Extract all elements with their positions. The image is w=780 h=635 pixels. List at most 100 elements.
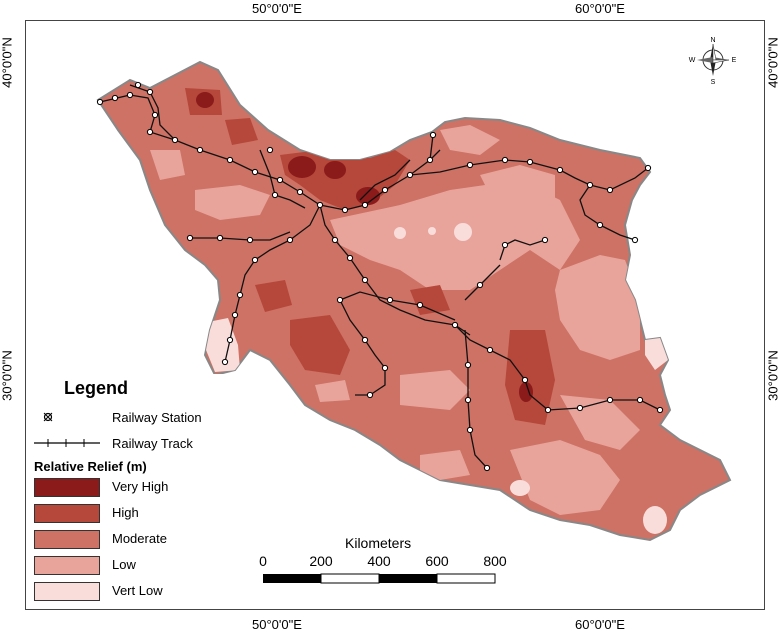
left-coord-label: 40°0'0"N: [0, 37, 15, 88]
legend-swatch: [34, 556, 100, 575]
relief-zone-high: [255, 280, 292, 312]
railway-station-icon: [631, 236, 639, 244]
railway-station-icon: [596, 221, 604, 229]
legend-track-label: Railway Track: [112, 436, 193, 451]
railway-station-icon: [464, 361, 472, 369]
railway-track: [454, 324, 661, 411]
railway-station-icon: [361, 276, 369, 284]
railway-station-icon: [636, 396, 644, 404]
bottom-coord-label: 50°0'0"E: [252, 617, 302, 632]
railway-station-icon: [486, 346, 494, 354]
compass-n: N: [710, 37, 715, 44]
legend-class-label: Very High: [112, 479, 169, 494]
railway-station-icon: [426, 156, 434, 164]
railway-track: [499, 239, 546, 261]
railway-station-icon: [483, 464, 491, 472]
railway-station-icon: [271, 191, 279, 199]
scale-title: Kilometers: [345, 535, 412, 551]
railway-station-icon: [126, 91, 134, 99]
legend-symbols: [34, 412, 100, 447]
railway-station-icon: [151, 111, 159, 119]
relief-zone-high: [225, 118, 258, 145]
relief-zone-very-low: [510, 480, 530, 496]
railway-track: [359, 159, 411, 201]
relief-zone-high: [505, 330, 555, 425]
railway-station-icon: [336, 296, 344, 304]
country-shape: [96, 60, 732, 542]
legend-station-label: Railway Station: [112, 410, 202, 425]
compass-rose-icon: N S E W: [689, 37, 737, 86]
railway-track: [429, 134, 434, 161]
railway-station-icon: [236, 291, 244, 299]
railway-station-icon: [476, 281, 484, 289]
railway-station-icon: [231, 311, 239, 319]
railway-station-icon: [429, 131, 437, 139]
railway-station-icon: [606, 396, 614, 404]
left-coord-label: 30°0'0"N: [0, 350, 15, 401]
railway-station-icon: [386, 296, 394, 304]
legend-swatch: [34, 478, 100, 497]
railway-track: [464, 329, 488, 469]
railway-station-icon: [216, 234, 224, 242]
relief-zone-very-high: [196, 92, 214, 108]
railway-station-icon: [186, 234, 194, 242]
relief-zone-low: [400, 370, 470, 410]
relief-zone-high: [290, 315, 350, 375]
railway-station-icon: [381, 364, 389, 372]
relief-zone-very-high: [356, 187, 380, 205]
railway-station-icon: [656, 406, 664, 414]
railway-station-icon: [361, 201, 369, 209]
railway-station-icon: [296, 188, 304, 196]
railway-track: [579, 184, 636, 241]
railway-station-icon: [251, 168, 259, 176]
railway-track: [224, 204, 321, 363]
legend-class-label: High: [112, 505, 139, 520]
railway-station-icon: [541, 236, 549, 244]
railway-station-icon: [501, 156, 509, 164]
legend-swatch: [34, 504, 100, 523]
scale-tick-label: 0: [259, 553, 267, 569]
relief-zone-low: [510, 440, 620, 515]
scale-tick-label: 600: [425, 553, 449, 569]
railway-station-icon: [406, 171, 414, 179]
relief-zones: [150, 88, 668, 534]
railway-station-icon: [381, 186, 389, 194]
relief-zone-very-low: [394, 227, 406, 239]
railway-station-icon: [416, 301, 424, 309]
railway-station-icon: [221, 358, 229, 366]
railway-station-icon: [146, 128, 154, 136]
relief-zone-low: [315, 380, 350, 402]
top-coord-label: 50°0'0"E: [252, 1, 302, 16]
railway-station-icon: [346, 254, 354, 262]
relief-zone-low: [420, 450, 470, 480]
top-coord-label: 60°0'0"E: [575, 1, 625, 16]
railway-station-icon: [501, 241, 509, 249]
legend-relief-title: Relative Relief (m): [34, 459, 147, 474]
railway-track-icon: [34, 439, 100, 447]
railway-station-icon: [466, 161, 474, 169]
right-coord-label: 40°0'0"N: [765, 37, 780, 88]
compass-s: S: [711, 79, 716, 86]
railway-station-icon: [276, 176, 284, 184]
railway-station-icon: [644, 164, 652, 172]
railway-station-icon: [286, 236, 294, 244]
compass-w: W: [689, 57, 696, 64]
railway-station-icon: [316, 201, 324, 209]
relief-zone-very-low: [645, 338, 668, 370]
compass-e: E: [732, 57, 737, 64]
railway-station-icon: [134, 81, 142, 89]
railway-track: [129, 84, 176, 141]
railway-station-icon: [341, 206, 349, 214]
railway-station-icon: [361, 336, 369, 344]
legend: Legend Railway Station Railway Track Rel…: [30, 374, 225, 606]
railway-station-icon: [464, 396, 472, 404]
railway-station-icon: [466, 426, 474, 434]
railway-station-icon: [544, 406, 552, 414]
legend-class-label: Moderate: [112, 531, 167, 546]
relief-zone-very-low: [454, 223, 472, 241]
relief-zone-very-high: [519, 382, 533, 402]
railway-station-icon: [266, 146, 274, 154]
relief-zone-low: [150, 150, 185, 180]
railway-station-icon: [251, 256, 259, 264]
